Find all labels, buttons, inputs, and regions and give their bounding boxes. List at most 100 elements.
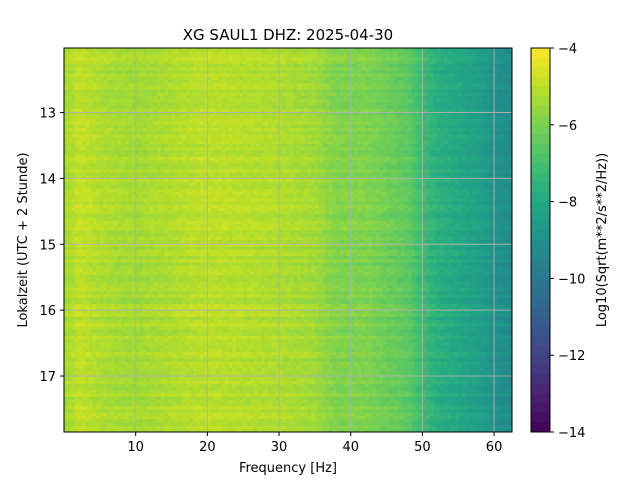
spectrogram-cell [146, 163, 151, 167]
spectrogram-cell [325, 121, 330, 126]
spectrogram-cell [314, 51, 319, 55]
spectrogram-cell [368, 163, 373, 167]
spectrogram-cell [214, 150, 219, 154]
spectrogram-cell [429, 115, 434, 119]
spectrogram-cell [253, 64, 258, 68]
spectrogram-cell [368, 153, 373, 158]
spectrogram-cell [71, 57, 76, 62]
spectrogram-cell [368, 102, 373, 106]
spectrogram-cell [207, 70, 212, 74]
spectrogram-cell [200, 112, 205, 116]
spectrogram-cell [228, 48, 233, 52]
spectrogram-cell [271, 92, 276, 97]
spectrogram-cell [365, 64, 370, 68]
spectrogram-cell [257, 153, 262, 158]
spectrogram-cell [436, 147, 441, 151]
spectrogram-cell [99, 67, 104, 71]
spectrogram-cell [433, 108, 438, 113]
spectrogram-cell [246, 54, 251, 58]
spectrogram-cell [415, 73, 420, 78]
spectrogram-cell [472, 150, 477, 154]
spectrogram-cell [121, 73, 126, 78]
spectrogram-cell [218, 99, 223, 103]
spectrogram-cell [193, 96, 197, 100]
spectrogram-cell [114, 118, 119, 122]
spectrogram-cell [146, 147, 151, 151]
spectrogram-cell [96, 86, 101, 90]
spectrogram-cell [71, 118, 76, 122]
spectrogram-cell [483, 60, 488, 65]
spectrogram-cell [293, 48, 298, 52]
spectrogram-cell [210, 67, 215, 71]
spectrogram-cell [142, 57, 147, 62]
spectrogram-cell [228, 70, 233, 74]
spectrogram-cell [501, 121, 506, 126]
spectrogram-cell [425, 134, 430, 138]
spectrogram-cell [458, 108, 463, 113]
spectrogram-cell [458, 112, 463, 116]
spectrogram-cell [296, 131, 301, 135]
spectrogram-cell [304, 73, 309, 78]
spectrogram-cell [142, 166, 147, 170]
spectrogram-cell [454, 172, 459, 177]
spectrogram-cell [336, 60, 341, 65]
spectrogram-cell [440, 83, 445, 87]
spectrogram-cell [96, 70, 101, 74]
spectrogram-cell [81, 57, 86, 62]
spectrogram-cell [458, 64, 463, 68]
spectrogram-cell [117, 99, 122, 103]
spectrogram-cell [257, 112, 262, 116]
spectrogram-cell [89, 144, 94, 148]
spectrogram-cell [107, 112, 111, 116]
spectrogram-cell [218, 150, 223, 154]
spectrogram-cell [135, 172, 140, 177]
spectrogram-cell [264, 70, 269, 74]
spectrogram-cell [307, 89, 312, 94]
spectrogram-cell [465, 48, 470, 52]
spectrogram-cell [318, 115, 323, 119]
spectrogram-cell [368, 166, 373, 170]
spectrogram-cell [246, 140, 251, 145]
spectrogram-cell [271, 112, 276, 116]
spectrogram-cell [461, 118, 466, 122]
spectrogram-cell [85, 115, 90, 119]
spectrogram-cell [347, 64, 352, 68]
spectrogram-cell [99, 54, 104, 58]
spectrogram-cell [67, 86, 72, 90]
spectrogram-cell [286, 156, 291, 161]
spectrogram-cell [483, 99, 488, 103]
spectrogram-cell [117, 124, 122, 129]
spectrogram-cell [494, 128, 499, 132]
spectrogram-cell [203, 150, 208, 154]
spectrogram-cell [81, 108, 86, 113]
spectrogram-cell [150, 105, 154, 110]
spectrogram-cell [221, 169, 226, 174]
spectrogram-cell [232, 147, 237, 151]
spectrogram-cell [171, 121, 176, 126]
spectrogram-cell [415, 67, 420, 71]
spectrogram-cell [271, 131, 276, 135]
spectrogram-cell [501, 67, 506, 71]
spectrogram-cell [307, 118, 312, 122]
spectrogram-cell [218, 102, 223, 106]
spectrogram-cell [397, 108, 402, 113]
spectrogram-cell [465, 105, 470, 110]
spectrogram-cell [253, 80, 258, 84]
spectrogram-cell [257, 99, 262, 103]
spectrogram-cell [71, 92, 76, 97]
spectrogram-cell [142, 73, 147, 78]
spectrogram-cell [361, 67, 366, 71]
spectrogram-cell [171, 108, 176, 113]
spectrogram-cell [300, 153, 305, 158]
spectrogram-cell [193, 70, 197, 74]
spectrogram-cell [425, 160, 430, 164]
spectrogram-cell [472, 160, 477, 164]
spectrogram-cell [404, 51, 409, 55]
spectrogram-cell [89, 128, 94, 132]
spectrogram-cell [307, 160, 312, 164]
spectrogram-cell [465, 134, 470, 138]
spectrogram-cell [200, 86, 205, 90]
spectrogram-cell [271, 102, 276, 106]
spectrogram-cell [250, 172, 255, 177]
spectrogram-cell [404, 86, 409, 90]
